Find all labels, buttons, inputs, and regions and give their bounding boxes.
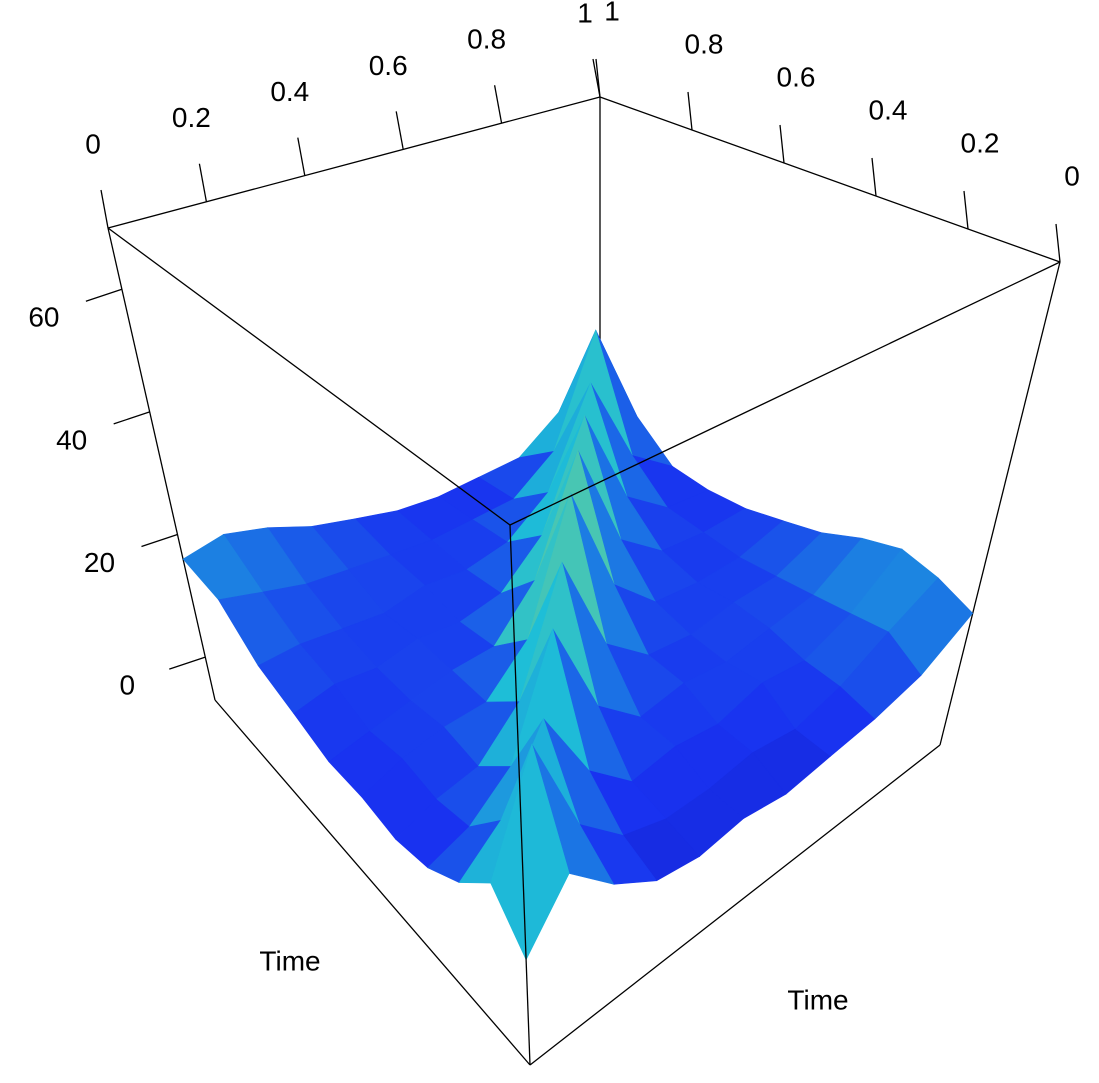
x-tick-label: 0.2 (172, 102, 211, 133)
z-tick (141, 533, 178, 548)
box-edge (107, 227, 511, 526)
x-tick (395, 111, 404, 150)
y-tick (871, 157, 877, 197)
x-tick-label: 0.8 (467, 24, 506, 55)
z-tick (85, 288, 123, 302)
z-tick-label: 0 (119, 669, 135, 700)
x-tick (100, 189, 109, 229)
y-tick (687, 91, 693, 131)
x-tick-label: 1 (577, 0, 593, 28)
box-edge (214, 699, 531, 1066)
y-tick (595, 58, 601, 98)
surface-facet (490, 743, 570, 961)
x-tick (198, 163, 208, 202)
y-tick-label: 1 (604, 0, 620, 26)
x-tick (493, 85, 503, 124)
y-tick-label: 0.6 (777, 61, 816, 92)
x-tick-label: 0.4 (270, 76, 309, 107)
box-edge (107, 227, 216, 701)
y-axis-label: Time (259, 945, 320, 976)
y-tick (963, 190, 969, 230)
y-tick (1055, 223, 1061, 263)
z-tick-label: 20 (84, 547, 115, 578)
x-axis-label: Time (787, 984, 848, 1015)
y-tick-label: 0.4 (869, 94, 908, 125)
box-edge (939, 261, 1061, 746)
x-tick (297, 137, 306, 176)
y-tick (779, 124, 785, 164)
box-edge (529, 744, 941, 1066)
z-tick (113, 411, 150, 425)
z-tick-label: 40 (56, 424, 87, 455)
box-edge (509, 524, 531, 1066)
z-tick-label: 60 (28, 302, 59, 333)
y-tick-label: 0.2 (961, 127, 1000, 158)
z-tick (169, 656, 206, 670)
x-tick-label: 0 (85, 128, 101, 159)
y-tick-label: 0 (1064, 160, 1080, 191)
x-tick-label: 0.6 (369, 50, 408, 81)
box-edge (599, 96, 1061, 263)
box-edge (107, 96, 601, 229)
box-edge (509, 261, 1061, 526)
y-tick-label: 0.8 (685, 28, 724, 59)
